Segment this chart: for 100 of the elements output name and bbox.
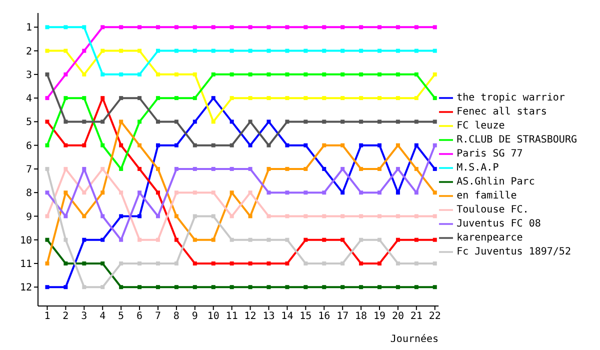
- point: [138, 214, 142, 218]
- point: [248, 261, 252, 266]
- point: [414, 120, 418, 124]
- point: [304, 238, 308, 242]
- point: [414, 238, 418, 242]
- point: [211, 238, 216, 242]
- point: [211, 143, 216, 148]
- point: [119, 143, 124, 148]
- point: [230, 166, 234, 171]
- point: [230, 285, 234, 290]
- point: [100, 238, 105, 242]
- point: [174, 120, 178, 124]
- point: [100, 72, 105, 76]
- point: [192, 261, 197, 266]
- x-tick-label: 22: [428, 311, 441, 322]
- point: [340, 72, 345, 76]
- point: [174, 238, 178, 242]
- point: [396, 190, 400, 195]
- point: [340, 48, 345, 53]
- point: [119, 120, 124, 124]
- legend-label: Paris SG 77: [456, 148, 523, 160]
- point: [119, 166, 124, 171]
- point: [138, 120, 142, 124]
- point: [138, 48, 142, 53]
- point: [64, 96, 68, 100]
- point: [211, 166, 216, 171]
- point: [192, 96, 197, 100]
- point: [414, 48, 418, 53]
- point: [119, 25, 124, 30]
- point: [266, 143, 271, 148]
- point: [45, 48, 50, 53]
- point: [432, 214, 437, 218]
- point: [100, 214, 105, 218]
- point: [82, 238, 86, 242]
- point: [248, 48, 252, 53]
- point: [414, 143, 418, 148]
- x-tick-label: 4: [100, 311, 106, 322]
- point: [156, 238, 160, 242]
- point: [378, 120, 382, 124]
- point: [414, 96, 418, 100]
- point: [192, 166, 197, 171]
- point: [248, 285, 252, 290]
- point: [378, 166, 382, 171]
- point: [174, 72, 178, 76]
- point: [119, 285, 124, 290]
- legend-label: FC leuze: [456, 120, 505, 132]
- point: [100, 261, 105, 266]
- point: [230, 25, 234, 30]
- point: [138, 72, 142, 76]
- point: [285, 48, 290, 53]
- point: [378, 261, 382, 266]
- y-tick-label: 10: [20, 235, 32, 246]
- point: [414, 166, 418, 171]
- point: [45, 214, 50, 218]
- legend-label: the tropic warrior: [456, 92, 565, 104]
- point: [64, 285, 68, 290]
- y-tick-label: 1: [26, 22, 32, 34]
- point: [414, 25, 418, 30]
- point: [230, 120, 234, 124]
- point: [396, 48, 400, 53]
- point: [285, 72, 290, 76]
- y-tick-label: 5: [26, 117, 32, 128]
- point: [248, 120, 252, 124]
- point: [64, 166, 68, 171]
- point: [285, 96, 290, 100]
- point: [248, 238, 252, 242]
- point: [100, 48, 105, 53]
- point: [340, 25, 345, 30]
- point: [82, 190, 86, 195]
- point: [64, 48, 68, 53]
- point: [304, 214, 308, 218]
- x-tick-label: 16: [318, 311, 330, 322]
- point: [304, 72, 308, 76]
- point: [322, 214, 326, 218]
- point: [174, 48, 178, 53]
- point: [285, 190, 290, 195]
- point: [192, 143, 197, 148]
- point: [192, 120, 197, 124]
- point: [230, 143, 234, 148]
- x-tick-label: 3: [81, 311, 88, 322]
- point: [211, 48, 216, 53]
- point: [266, 72, 271, 76]
- point: [45, 190, 50, 195]
- point: [156, 143, 160, 148]
- point: [396, 72, 400, 76]
- point: [378, 143, 382, 148]
- point: [432, 285, 437, 290]
- point: [174, 214, 178, 218]
- point: [174, 166, 178, 171]
- point: [414, 190, 418, 195]
- x-tick-label: 19: [373, 311, 386, 322]
- point: [192, 190, 197, 195]
- point: [396, 238, 400, 242]
- x-tick-label: 20: [392, 311, 404, 322]
- point: [156, 96, 160, 100]
- point: [378, 285, 382, 290]
- x-tick-label: 18: [355, 311, 368, 322]
- point: [285, 214, 290, 218]
- point: [414, 72, 418, 76]
- point: [119, 261, 124, 266]
